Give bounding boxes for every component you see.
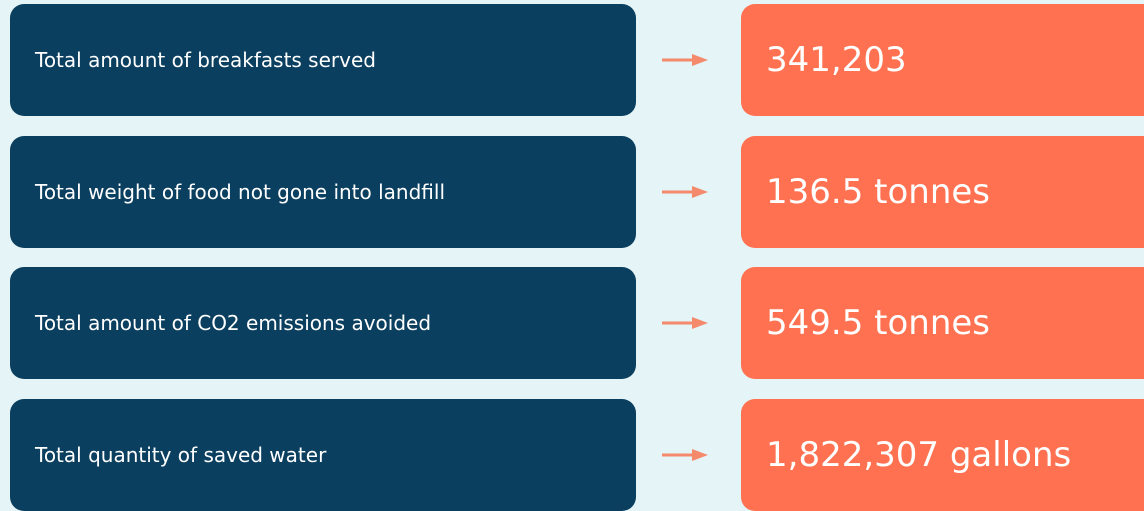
arrow bbox=[660, 445, 710, 465]
arrow bbox=[660, 50, 710, 70]
metric-label: Total amount of breakfasts served bbox=[10, 4, 636, 116]
metric-value: 549.5 tonnes bbox=[741, 267, 1144, 379]
metric-value: 1,822,307 gallons bbox=[741, 398, 1144, 511]
metric-label: Total amount of CO2 emissions avoided bbox=[10, 267, 636, 379]
arrow bbox=[660, 182, 710, 202]
arrow-icon bbox=[662, 448, 708, 461]
arrow-icon bbox=[662, 317, 708, 329]
metric-value: 341,203 bbox=[741, 4, 1144, 116]
metric-label: Total weight of food not gone into landf… bbox=[10, 135, 636, 248]
arrow bbox=[660, 313, 710, 333]
metric-label: Total quantity of saved water bbox=[10, 398, 636, 511]
arrow-icon bbox=[662, 54, 708, 66]
arrow-icon bbox=[662, 185, 708, 198]
metric-value: 136.5 tonnes bbox=[741, 135, 1144, 248]
